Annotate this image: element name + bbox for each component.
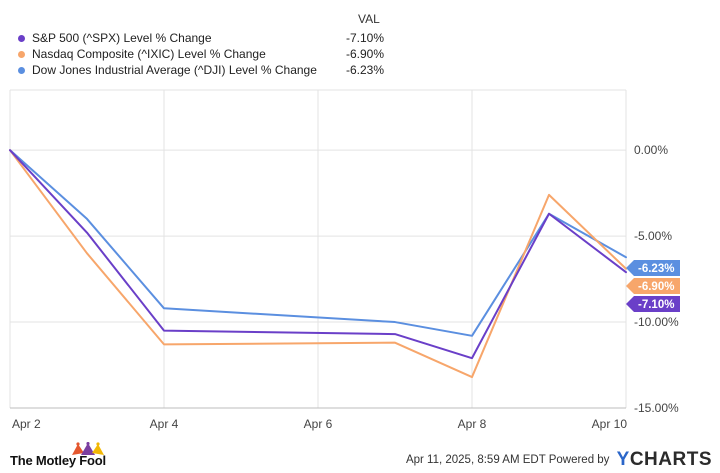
jester-hat-icon [72,442,104,455]
legend-item-spx: S&P 500 (^SPX) Level % Change -7.10% [14,31,384,47]
y-tick-label: -10.00% [634,315,679,329]
legend-label-dji: Dow Jones Industrial Average (^DJI) Leve… [32,63,317,77]
end-tag-label-2: -6.23% [638,263,674,275]
end-tag-0 [634,296,680,312]
y-tick-label: 0.00% [634,143,668,157]
series-line-0 [9,149,627,360]
end-tag-arrow-2 [626,260,634,276]
end-tag-1 [634,278,680,294]
legend-label-ixic: Nasdaq Composite (^IXIC) Level % Change [32,47,266,61]
end-tag-2 [634,260,680,276]
legend-value-spx: -7.10% [345,31,384,45]
x-tick-label: Apr 8 [458,417,487,431]
ycharts-logo: YCHARTS [617,449,712,470]
legend-item-ixic: Nasdaq Composite (^IXIC) Level % Change … [14,47,384,63]
x-tick-label: Apr 4 [150,417,179,431]
end-tag-arrow-1 [626,278,634,294]
legend-marker-dji [18,67,25,74]
x-tick-label: Apr 10 [592,417,628,431]
x-tick-label: Apr 6 [304,417,333,431]
series-line-1 [9,149,627,379]
brand-name: The Motley Fool [10,453,106,468]
ycharts-logo-text: CHARTS [629,449,712,470]
y-tick-label: -15.00% [634,401,679,415]
end-tag-arrow-0 [626,296,634,312]
legend-label-spx: S&P 500 (^SPX) Level % Change [32,31,212,45]
legend-value-dji: -6.23% [345,63,384,77]
legend-item-dji: Dow Jones Industrial Average (^DJI) Leve… [14,63,384,79]
legend-marker-spx [18,35,25,42]
legend-value-header: VAL [358,12,380,26]
attribution: Apr 11, 2025, 8:59 AM EDT Powered by YCH… [406,449,712,471]
ycharts-logo-y: Y [616,449,630,470]
x-tick-label: Apr 2 [12,417,41,431]
timestamp: Apr 11, 2025, 8:59 AM EDT Powered by [405,454,610,467]
end-tag-label-0: -7.10% [638,299,674,311]
end-tag-label-1: -6.90% [638,281,674,293]
legend-value-ixic: -6.90% [345,47,384,61]
y-tick-label: -5.00% [634,229,672,243]
legend-marker-ixic [18,51,25,58]
line-chart: Apr 2 Apr 4 Apr 6 Apr 8 Apr 10 0.00% -5.00% -10… [9,89,680,431]
